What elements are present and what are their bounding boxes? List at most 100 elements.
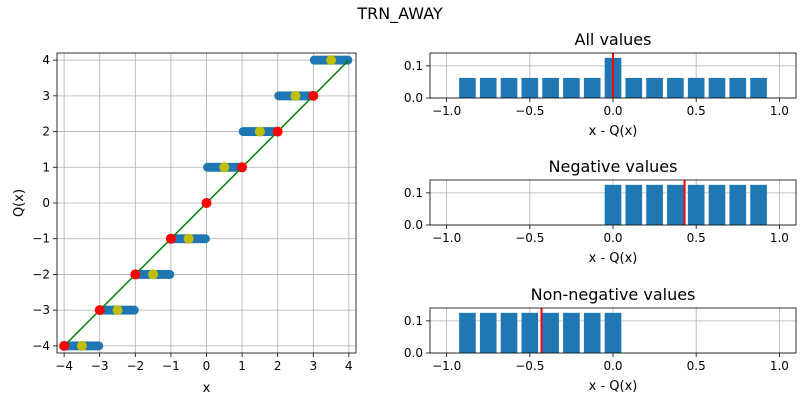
y-tick-label: 2: [42, 125, 50, 139]
scatter-plot: −4 −3 −2 −1 0 1 2 3 4 −4 −3 −2 −1 0 1 2 3 4 x Q(x): [12, 52, 357, 396]
data-point-blue: [94, 341, 104, 351]
chart-title: All values: [575, 30, 652, 49]
y-tick-label: 0.1: [404, 59, 423, 73]
data-point-red: [272, 126, 283, 137]
x-tick-label: 0.5: [687, 104, 706, 118]
x-tick-label: 1.0: [770, 359, 789, 373]
histogram-bar: [750, 184, 767, 225]
y-tick-label: −1: [32, 232, 50, 246]
x-tick-label: −3: [91, 359, 109, 373]
data-point-red: [165, 233, 176, 244]
x-tick-label: 1: [238, 359, 246, 373]
x-tick-label: −1.0: [432, 231, 461, 245]
chart-title: Non-negative values: [531, 285, 696, 304]
x-tick-label: −2: [126, 359, 144, 373]
x-tick-label: −1.0: [432, 359, 461, 373]
y-tick-label: −3: [32, 303, 50, 317]
data-point-yellow: [254, 126, 265, 137]
histogram-bar: [479, 312, 497, 353]
data-point-red: [94, 305, 105, 316]
y-tick-label: 0: [42, 196, 50, 210]
histogram-bar: [500, 312, 518, 353]
data-point-red: [201, 198, 212, 208]
y-tick-label: 4: [42, 53, 50, 67]
x-tick-label: 4: [345, 359, 353, 373]
chart-title: Negative values: [549, 157, 678, 176]
histogram-bar: [646, 184, 663, 225]
data-point-blue: [200, 234, 210, 244]
histogram-bar: [687, 184, 705, 225]
histogram-bar: [646, 77, 663, 98]
histogram-bar: [687, 77, 705, 98]
data-point-red: [59, 340, 70, 351]
axes-frame: [56, 52, 357, 354]
histogram-bar: [667, 184, 684, 225]
x-tick-label: −4: [55, 359, 73, 373]
data-point-yellow: [148, 269, 159, 280]
data-point-yellow: [112, 305, 123, 316]
y-tick-label: 1: [42, 160, 50, 174]
histogram-bar: [708, 77, 726, 98]
data-point-blue: [129, 305, 139, 315]
histogram-bar: [521, 77, 539, 98]
x-tick-label: 0.5: [687, 359, 706, 373]
histogram-bar: [708, 184, 726, 225]
data-point-red: [308, 90, 319, 101]
x-tick-label: −1.0: [432, 104, 461, 118]
histogram-bar: [500, 77, 518, 98]
axes-frame: [429, 307, 797, 354]
histogram-bar: [729, 77, 747, 98]
figure-title: TRN_AWAY: [356, 4, 443, 24]
y-tick-label: 0.1: [404, 314, 423, 328]
histogram-bar: [563, 312, 580, 353]
data-point-red: [237, 162, 248, 173]
histogram-bar: [604, 312, 622, 353]
y-tick-label: −4: [32, 339, 50, 353]
y-tick-label: 3: [42, 89, 50, 103]
x-tick-label: 1.0: [770, 104, 789, 118]
x-tick-label: −1: [162, 359, 180, 373]
histogram-bar: [479, 77, 497, 98]
histogram-bar: [729, 184, 747, 225]
x-tick-label: −0.5: [515, 231, 544, 245]
data-point-yellow: [76, 340, 87, 351]
histogram-bar: [604, 184, 622, 225]
y-tick-label: 0.0: [404, 346, 423, 360]
x-axis-label: x: [203, 381, 211, 396]
data-point-blue: [165, 269, 175, 279]
data-point-yellow: [183, 233, 194, 244]
x-tick-label: 3: [309, 359, 317, 373]
data-point-yellow: [290, 90, 301, 101]
y-axis-label: Q(x): [12, 189, 27, 217]
y-tick-label: 0.0: [404, 91, 423, 105]
y-tick-label: −2: [32, 267, 50, 281]
data-point-red: [130, 269, 141, 280]
axes-frame: [429, 52, 797, 99]
histogram-bar: [625, 184, 643, 225]
y-tick-label: 0.1: [404, 186, 423, 200]
x-tick-label: 0.0: [603, 359, 622, 373]
y-tick-label: 0.0: [404, 218, 423, 232]
histogram-bar: [667, 77, 684, 98]
histogram-bar: [521, 312, 539, 353]
axes-frame: [429, 179, 797, 226]
histogram-negative-values: Negative values −1.0 −0.5 0.0 0.5 1.0 0.0 0.1 x …: [404, 157, 797, 266]
histogram-bar: [750, 77, 767, 98]
x-axis-label: x - Q(x): [589, 251, 638, 266]
histogram-bar: [583, 77, 601, 98]
x-tick-label: 0.0: [603, 104, 622, 118]
x-tick-label: 2: [274, 359, 282, 373]
data-point-blue: [343, 55, 353, 65]
x-tick-label: 0: [203, 359, 211, 373]
x-tick-label: 1.0: [770, 231, 789, 245]
data-point-yellow: [219, 162, 230, 173]
x-axis-label: x - Q(x): [589, 379, 638, 394]
x-tick-label: 0.0: [603, 231, 622, 245]
histogram-bar: [542, 312, 559, 353]
histogram-bar: [459, 77, 476, 98]
x-axis-label: x - Q(x): [589, 124, 638, 139]
x-tick-label: −0.5: [515, 359, 544, 373]
histogram-bar: [542, 77, 559, 98]
histogram-bar: [583, 312, 601, 353]
